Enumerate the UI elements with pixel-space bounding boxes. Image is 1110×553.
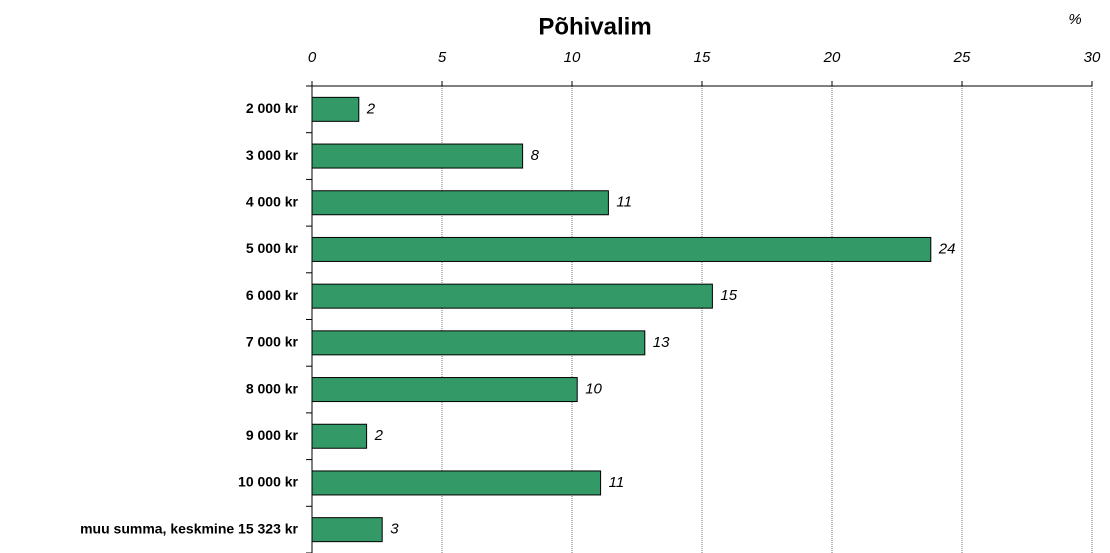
y-tick-label: 2 000 kr [246, 100, 299, 116]
x-axis-label: % [1068, 11, 1081, 28]
y-tick-label: 4 000 kr [246, 193, 299, 209]
value-label: 10 [585, 381, 602, 398]
bar [311, 423, 368, 449]
x-tick-label: 20 [823, 49, 841, 66]
bar [311, 470, 602, 496]
bar [311, 96, 360, 122]
value-label: 2 [366, 100, 376, 117]
bar [311, 283, 713, 309]
bar [311, 190, 609, 216]
y-tick-label: 8 000 kr [246, 380, 299, 396]
chart-title: Põhivalim [538, 13, 651, 40]
x-tick-label: 0 [308, 49, 317, 66]
value-label: 11 [616, 194, 632, 211]
value-label: 15 [720, 287, 737, 304]
x-tick-label: 5 [438, 49, 447, 66]
bar [311, 143, 524, 169]
x-tick-label: 15 [694, 49, 711, 66]
y-tick-label: 7 000 kr [246, 334, 299, 350]
value-label: 24 [938, 240, 956, 257]
x-tick-label: 10 [564, 49, 581, 66]
y-tick-label: 6 000 kr [246, 287, 299, 303]
x-tick-label: 30 [1084, 49, 1101, 66]
value-label: 2 [374, 427, 384, 444]
y-tick-label: 10 000 kr [238, 474, 298, 490]
y-tick-label: 5 000 kr [246, 240, 299, 256]
y-tick-label: muu summa, keskmine 15 323 kr [80, 520, 298, 536]
value-label: 11 [609, 474, 625, 491]
value-label: 13 [653, 334, 670, 351]
bar [311, 330, 646, 356]
value-label: 3 [390, 521, 399, 538]
y-tick-label: 9 000 kr [246, 427, 299, 443]
y-tick-label: 3 000 kr [246, 147, 299, 163]
bar [311, 517, 383, 543]
x-tick-label: 25 [953, 49, 971, 66]
bar [311, 236, 932, 262]
bar [311, 377, 578, 403]
value-label: 8 [531, 147, 540, 164]
